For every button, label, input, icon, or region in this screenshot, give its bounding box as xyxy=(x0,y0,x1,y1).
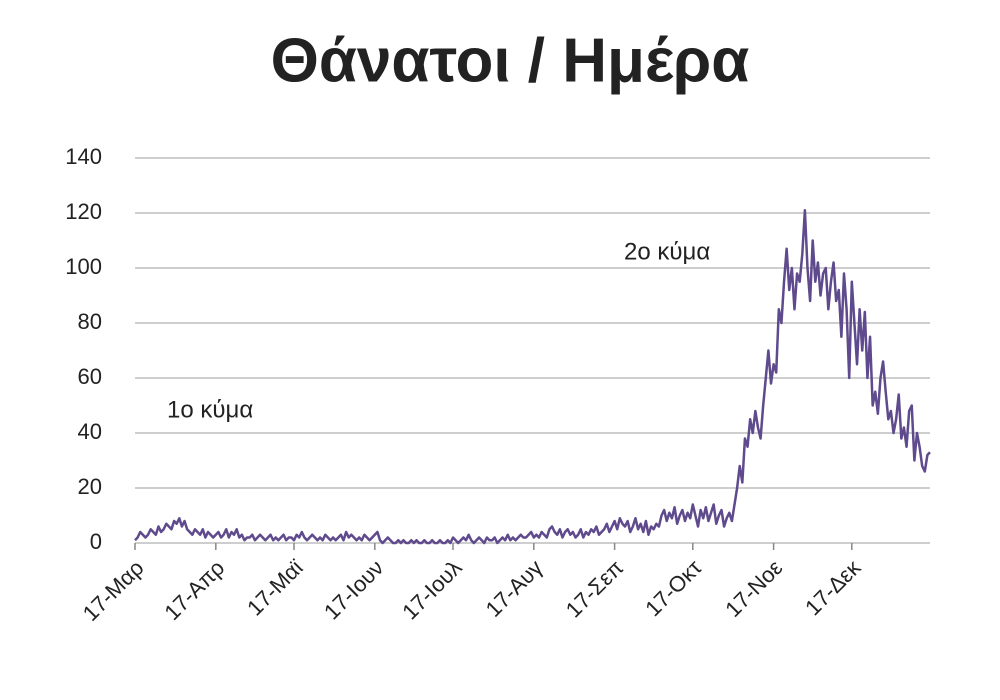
x-tick-label: 17-Μαϊ xyxy=(242,554,308,620)
chart-title: Θάνατοι / Ημέρα xyxy=(271,26,750,95)
x-tick-label: 17-Σεπ xyxy=(561,555,628,622)
x-tick-label: 17-Αυγ xyxy=(481,555,548,622)
y-tick-label: 60 xyxy=(78,364,102,389)
x-tick-label: 17-Απρ xyxy=(159,555,229,625)
x-tick-label: 17-Ιουλ xyxy=(397,555,466,624)
x-tick-label: 17-Δεκ xyxy=(800,554,866,620)
data-line xyxy=(134,209,931,545)
y-tick-label: 80 xyxy=(78,309,102,334)
y-tick-label: 40 xyxy=(78,419,102,444)
annotation: 2ο κύμα xyxy=(624,238,710,265)
y-tick-label: 120 xyxy=(65,199,102,224)
x-tick-label: 17-Νοε xyxy=(720,555,787,622)
x-tick-label: 17-Μαρ xyxy=(78,555,149,626)
annotation: 1ο κύμα xyxy=(167,396,253,423)
y-tick-label: 100 xyxy=(65,254,102,279)
x-tick-label: 17-Οκτ xyxy=(640,555,706,621)
y-tick-label: 20 xyxy=(78,474,102,499)
x-tick-label: 17-Ιουν xyxy=(319,555,388,624)
y-tick-label: 0 xyxy=(90,529,102,554)
y-tick-label: 140 xyxy=(65,144,102,169)
